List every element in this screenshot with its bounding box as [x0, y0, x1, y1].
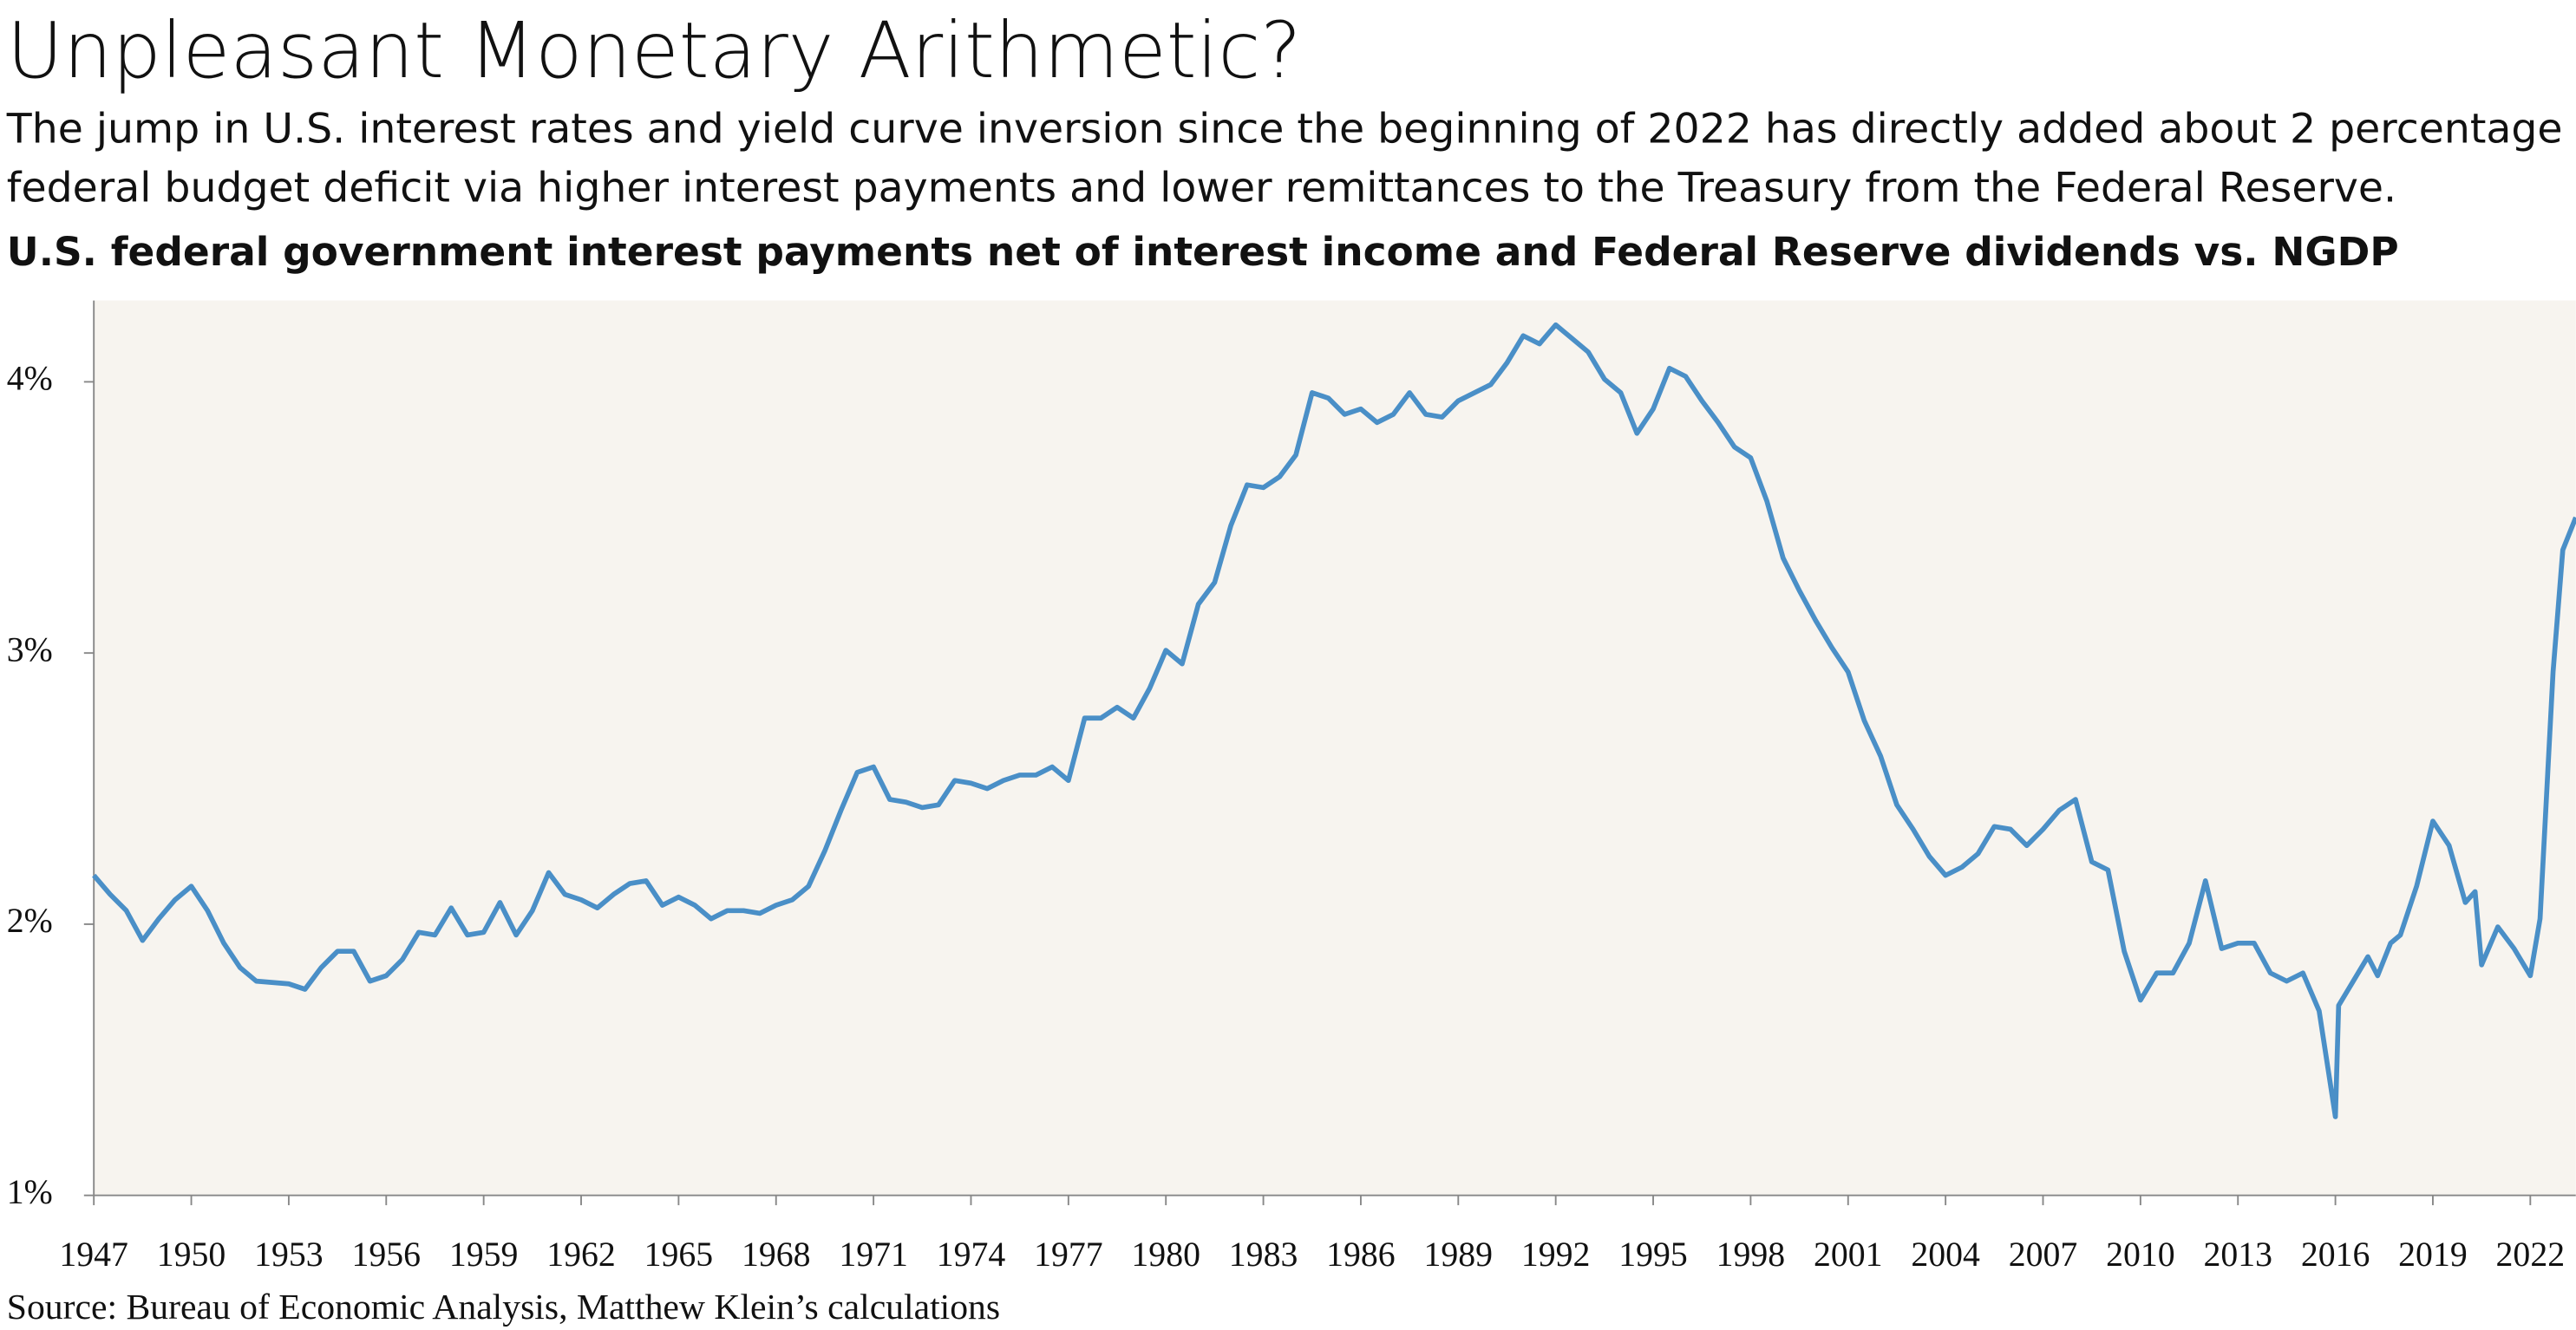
x-tick-label: 1956 — [352, 1235, 422, 1274]
x-tick-label: 1947 — [59, 1235, 128, 1274]
x-tick-label: 1968 — [742, 1235, 811, 1274]
x-tick-label: 2007 — [2009, 1235, 2078, 1274]
x-tick-label: 1989 — [1424, 1235, 1494, 1274]
y-tick-label: 3% — [7, 630, 53, 668]
subtitle: The jump in U.S. interest rates and yiel… — [6, 106, 2576, 153]
x-tick-label: 1986 — [1326, 1235, 1396, 1274]
x-tick-label: 1971 — [839, 1235, 908, 1274]
data-line — [92, 322, 2576, 1119]
x-tick-label: 1962 — [546, 1235, 616, 1274]
x-tick-label: 1992 — [1521, 1235, 1591, 1274]
x-tick-label: 1998 — [1716, 1235, 1786, 1274]
x-tick-label: 1995 — [1618, 1235, 1688, 1274]
subtitle: federal budget deficit via higher intere… — [7, 165, 2396, 212]
x-tick-label: 2010 — [2106, 1235, 2175, 1274]
x-tick-label: 1974 — [937, 1235, 1006, 1274]
chart-title: Unpleasant Monetary Arithmetic? — [7, 5, 1302, 95]
x-tick-label: 1965 — [644, 1235, 714, 1274]
x-tick-label: 1959 — [449, 1235, 519, 1274]
chart-heading: U.S. federal government interest payment… — [7, 229, 2399, 275]
x-tick-label: 1977 — [1034, 1235, 1103, 1274]
y-tick-label: 1% — [7, 1173, 53, 1211]
x-tick-label: 1983 — [1229, 1235, 1298, 1274]
x-tick-label: 1980 — [1131, 1235, 1200, 1274]
y-tick-label: 4% — [7, 360, 53, 398]
x-tick-label: 2019 — [2398, 1235, 2468, 1274]
x-tick-label: 2001 — [1814, 1235, 1883, 1274]
x-tick-label: 1953 — [254, 1235, 324, 1274]
source: Source: Bureau of Economic Analysis, Mat… — [7, 1288, 1000, 1327]
x-tick-label: 2022 — [2496, 1235, 2566, 1274]
y-tick-label: 2% — [7, 902, 53, 940]
x-tick-label: 2004 — [1911, 1235, 1980, 1274]
x-tick-label: 2013 — [2203, 1235, 2272, 1274]
plot-area — [94, 300, 2576, 1196]
x-tick-label: 2016 — [2301, 1235, 2370, 1274]
x-tick-label: 1950 — [157, 1235, 226, 1274]
